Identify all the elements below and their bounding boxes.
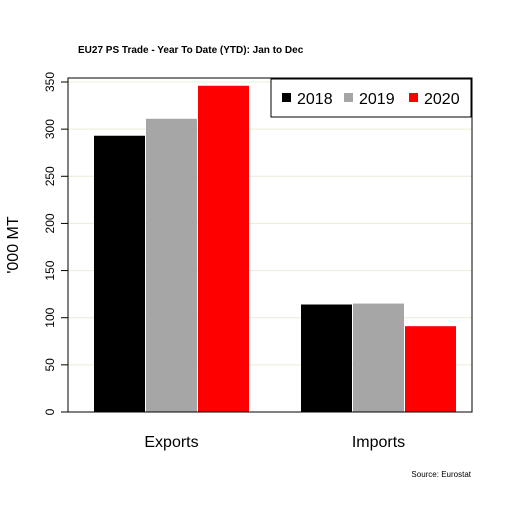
y-tick-label: 300: [43, 119, 57, 139]
y-tick-label: 350: [43, 72, 57, 92]
y-tick-label: 50: [43, 358, 57, 372]
legend-swatch-2018: [282, 93, 291, 102]
y-tick-label: 200: [43, 213, 57, 233]
bar-exports-2020: [198, 85, 249, 413]
y-axis-label: '000 MT: [5, 216, 22, 274]
bar-exports-2018: [94, 135, 145, 412]
category-label-exports: Exports: [144, 434, 198, 451]
y-tick-label: 250: [43, 166, 57, 186]
bar-exports-2019: [146, 118, 197, 413]
bars: [94, 85, 456, 413]
bar-imports-2020: [405, 326, 456, 412]
legend: 2018 2019 2020: [270, 78, 472, 118]
source-note: Source: Eurostat: [411, 470, 471, 479]
y-tick-label: 0: [43, 408, 57, 415]
y-tick-label: 100: [43, 307, 57, 327]
y-tick-label: 150: [43, 260, 57, 280]
legend-label-2018: 2018: [297, 91, 333, 108]
category-label-imports: Imports: [352, 434, 405, 451]
legend-label-2020: 2020: [424, 91, 460, 108]
x-axis-categories: Exports Imports: [144, 434, 405, 451]
chart-title: EU27 PS Trade - Year To Date (YTD): Jan …: [78, 45, 304, 56]
legend-swatch-2019: [344, 93, 353, 102]
bar-imports-2018: [301, 304, 352, 412]
bar-imports-2019: [353, 303, 404, 412]
y-axis: 0 50 100 150 200 250 300 350: [43, 72, 69, 415]
legend-box: [270, 78, 472, 118]
legend-swatch-2020: [409, 93, 418, 102]
legend-label-2019: 2019: [359, 91, 395, 108]
